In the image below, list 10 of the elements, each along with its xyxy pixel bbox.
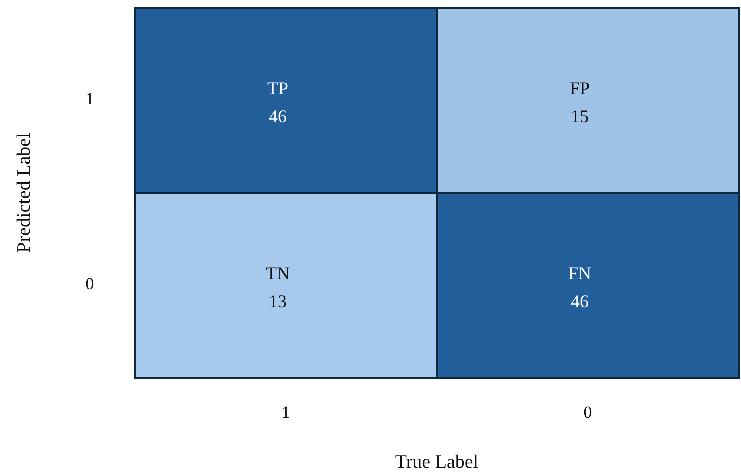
data-label: 15	[571, 106, 589, 127]
data-label: 46	[269, 106, 287, 127]
annotation: TP	[267, 78, 289, 99]
data-label: 46	[571, 292, 589, 312]
annotation: FP	[570, 78, 590, 99]
y-axis-title: Predicted Label	[14, 133, 35, 253]
annotation: TN	[266, 264, 290, 284]
data-label: 13	[269, 292, 287, 312]
x-axis-title: True Label	[395, 452, 479, 472]
annotation: FN	[568, 264, 592, 284]
